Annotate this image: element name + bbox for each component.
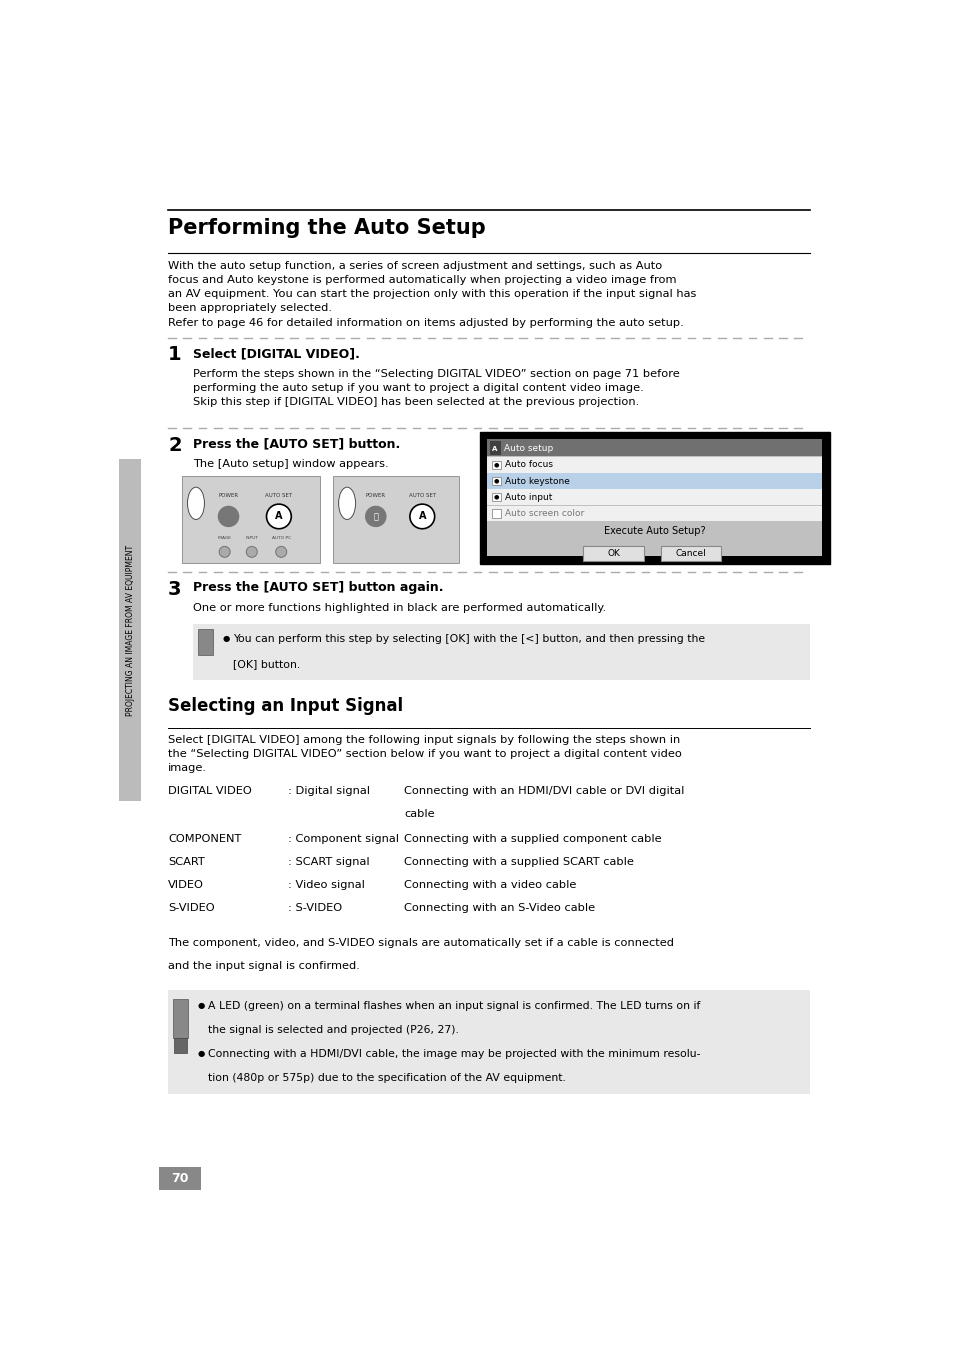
Text: ●: ● <box>493 479 498 484</box>
Text: ⏻: ⏻ <box>373 512 378 521</box>
Ellipse shape <box>338 487 355 519</box>
Text: Select [DIGITAL VIDEO] among the following input signals by following the steps : Select [DIGITAL VIDEO] among the followi… <box>168 735 681 773</box>
Ellipse shape <box>187 487 204 519</box>
Circle shape <box>365 507 385 526</box>
Text: COMPONENT: COMPONENT <box>168 834 241 844</box>
Text: DIGITAL VIDEO: DIGITAL VIDEO <box>168 786 252 796</box>
Text: Auto screen color: Auto screen color <box>505 508 584 518</box>
Bar <box>660 546 720 561</box>
Text: Refer to page 46 for detailed information on items adjusted by performing the au: Refer to page 46 for detailed informatio… <box>168 318 683 327</box>
Text: OK: OK <box>607 549 619 558</box>
Text: tion (480p or 575p) due to the specification of the AV equipment.: tion (480p or 575p) due to the specifica… <box>208 1073 566 1083</box>
Text: POWER: POWER <box>218 493 238 499</box>
Bar <box>492 510 500 518</box>
Text: SCART: SCART <box>168 857 205 867</box>
Text: Press the [AUTO SET] button.: Press the [AUTO SET] button. <box>193 437 399 450</box>
Text: AUTO SET: AUTO SET <box>408 493 436 499</box>
Bar <box>333 476 458 562</box>
Text: 1: 1 <box>168 346 181 365</box>
Text: cable: cable <box>404 808 435 819</box>
Text: Connecting with an S-Video cable: Connecting with an S-Video cable <box>404 903 595 913</box>
Text: Connecting with an HDMI/DVI cable or DVI digital: Connecting with an HDMI/DVI cable or DVI… <box>404 786 684 796</box>
Text: Connecting with a HDMI/DVI cable, the image may be projected with the minimum re: Connecting with a HDMI/DVI cable, the im… <box>208 1049 700 1059</box>
Text: Performing the Auto Setup: Performing the Auto Setup <box>168 218 485 238</box>
Text: Selecting an Input Signal: Selecting an Input Signal <box>168 698 403 715</box>
Text: One or more functions highlighted in black are performed automatically.: One or more functions highlighted in bla… <box>193 603 605 612</box>
Text: and the input signal is confirmed.: and the input signal is confirmed. <box>168 961 359 971</box>
Text: A: A <box>274 511 282 522</box>
Bar <box>489 441 500 454</box>
Bar <box>168 990 809 1094</box>
Text: A LED (green) on a terminal flashes when an input signal is confirmed. The LED t: A LED (green) on a terminal flashes when… <box>208 1000 700 1011</box>
Text: : Digital signal: : Digital signal <box>288 786 370 796</box>
Bar <box>487 489 821 504</box>
Bar <box>487 439 821 457</box>
Text: 3: 3 <box>168 580 181 599</box>
Text: Press the [AUTO SET] button again.: Press the [AUTO SET] button again. <box>193 581 443 594</box>
Text: IMAGE: IMAGE <box>217 537 232 541</box>
Text: Connecting with a supplied SCART cable: Connecting with a supplied SCART cable <box>404 857 634 867</box>
Text: With the auto setup function, a series of screen adjustment and settings, such a: With the auto setup function, a series o… <box>168 261 696 312</box>
Text: Connecting with a supplied component cable: Connecting with a supplied component cab… <box>404 834 661 844</box>
Bar <box>182 476 319 562</box>
Circle shape <box>275 546 286 557</box>
Text: ●: ● <box>197 1049 205 1057</box>
Bar <box>487 473 821 488</box>
Text: [OK] button.: [OK] button. <box>233 658 300 669</box>
Bar <box>487 457 821 473</box>
Text: A: A <box>492 446 497 452</box>
Bar <box>193 625 809 680</box>
Text: Execute Auto Setup?: Execute Auto Setup? <box>603 526 705 537</box>
Text: : Component signal: : Component signal <box>288 834 398 844</box>
Text: the signal is selected and projected (P26, 27).: the signal is selected and projected (P2… <box>208 1025 458 1036</box>
Text: Select [DIGITAL VIDEO].: Select [DIGITAL VIDEO]. <box>193 347 359 360</box>
Text: ●: ● <box>197 1000 205 1010</box>
Text: Cancel: Cancel <box>675 549 706 558</box>
Text: ●: ● <box>493 462 498 468</box>
Text: AUTO PC: AUTO PC <box>272 537 291 541</box>
Text: 2: 2 <box>168 435 181 454</box>
Bar <box>174 1038 187 1053</box>
Text: Auto input: Auto input <box>505 492 552 502</box>
Circle shape <box>266 504 291 529</box>
Text: VIDEO: VIDEO <box>168 880 204 890</box>
Text: Perform the steps shown in the “Selecting DIGITAL VIDEO” section on page 71 befo: Perform the steps shown in the “Selectin… <box>193 369 679 407</box>
Text: POWER: POWER <box>365 493 385 499</box>
Bar <box>479 431 829 564</box>
Text: ●: ● <box>493 495 498 500</box>
Bar <box>487 506 821 521</box>
Circle shape <box>246 546 257 557</box>
Bar <box>492 461 500 469</box>
Bar <box>158 1167 201 1190</box>
Text: A: A <box>418 511 426 522</box>
Bar <box>119 458 141 802</box>
Bar <box>492 493 500 502</box>
Text: : S-VIDEO: : S-VIDEO <box>288 903 342 913</box>
Bar <box>492 477 500 485</box>
Bar <box>583 546 643 561</box>
Text: PROJECTING AN IMAGE FROM AV EQUIPMENT: PROJECTING AN IMAGE FROM AV EQUIPMENT <box>126 545 134 715</box>
Text: The component, video, and S-VIDEO signals are automatically set if a cable is co: The component, video, and S-VIDEO signal… <box>168 938 674 948</box>
Text: AUTO SET: AUTO SET <box>265 493 293 499</box>
Circle shape <box>410 504 435 529</box>
Text: 70: 70 <box>172 1172 189 1186</box>
Circle shape <box>218 507 238 526</box>
Text: You can perform this step by selecting [OK] with the [<] button, and then pressi: You can perform this step by selecting [… <box>233 634 704 645</box>
Text: S-VIDEO: S-VIDEO <box>168 903 214 913</box>
Text: Auto focus: Auto focus <box>505 460 553 469</box>
Text: INPUT: INPUT <box>245 537 258 541</box>
Text: ●: ● <box>222 634 230 644</box>
Text: Auto setup: Auto setup <box>504 445 553 453</box>
Text: Auto keystone: Auto keystone <box>505 476 570 485</box>
Bar <box>197 629 213 654</box>
Bar <box>172 999 188 1038</box>
Bar <box>487 439 821 557</box>
Text: : Video signal: : Video signal <box>288 880 365 890</box>
Text: Connecting with a video cable: Connecting with a video cable <box>404 880 577 890</box>
Text: The [Auto setup] window appears.: The [Auto setup] window appears. <box>193 458 388 469</box>
Text: : SCART signal: : SCART signal <box>288 857 370 867</box>
Circle shape <box>219 546 230 557</box>
